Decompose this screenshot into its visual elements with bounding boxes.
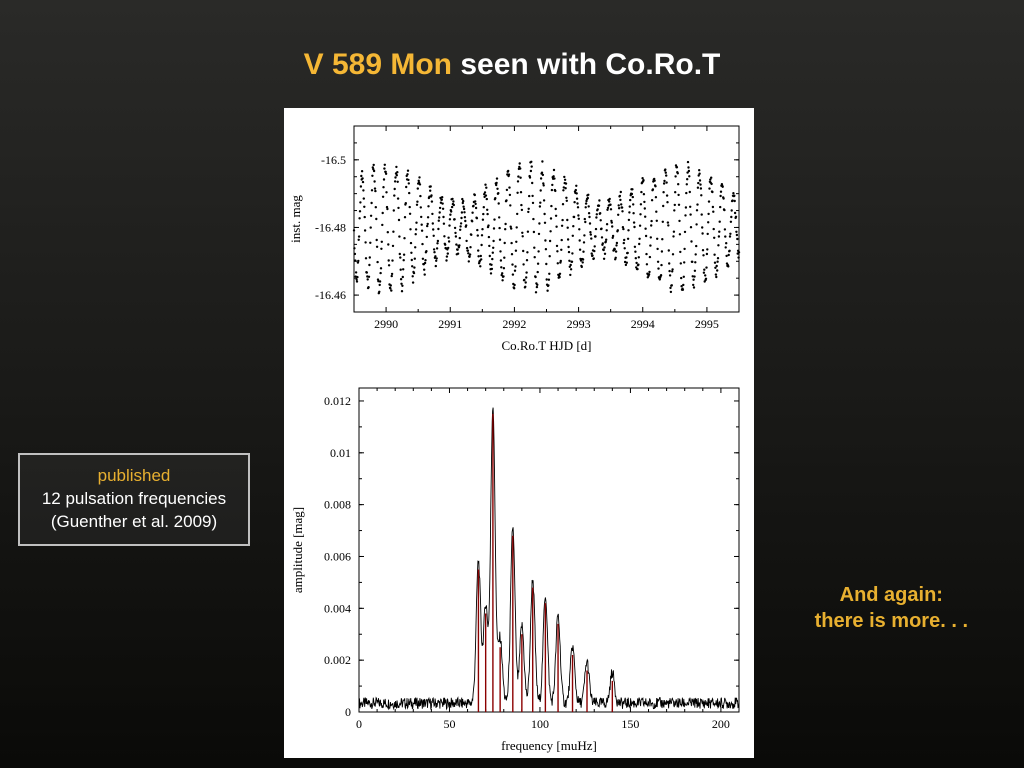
svg-text:0: 0 bbox=[356, 717, 362, 731]
lightcurve-svg: 2990 2991 2992 2993 2994 2995 -16.5 -16.48 -16.4… bbox=[284, 108, 754, 358]
svg-text:-16.48: -16.48 bbox=[315, 220, 346, 234]
spectrum-chart: 0 50 100 150 200 0 0.002 0.004 0.006 0.008 0.01 0.0… bbox=[284, 378, 754, 758]
slide-title: V 589 Mon seen with Co.Ro.T bbox=[304, 48, 721, 82]
svg-text:2992: 2992 bbox=[502, 317, 526, 331]
callout-line1: published bbox=[28, 465, 240, 488]
svg-text:100: 100 bbox=[531, 717, 549, 731]
lightcurve-chart: 2990 2991 2992 2993 2994 2995 -16.5 -16.48 -16.4… bbox=[284, 108, 754, 358]
side-line1: And again: bbox=[815, 582, 968, 608]
svg-text:0.004: 0.004 bbox=[324, 601, 351, 615]
svg-text:2995: 2995 bbox=[695, 317, 719, 331]
svg-text:-16.46: -16.46 bbox=[315, 288, 346, 302]
svg-text:0.008: 0.008 bbox=[324, 498, 351, 512]
spectrum-svg: 0 50 100 150 200 0 0.002 0.004 0.006 0.008 0.01 0.0… bbox=[284, 378, 754, 758]
svg-text:0.01: 0.01 bbox=[330, 446, 351, 460]
side-line2: there is more. . . bbox=[815, 608, 968, 634]
svg-text:-16.5: -16.5 bbox=[321, 153, 346, 167]
callout-line3: (Guenther et al. 2009) bbox=[28, 511, 240, 534]
svg-text:0.002: 0.002 bbox=[324, 653, 351, 667]
callout-box: published 12 pulsation frequencies (Guen… bbox=[18, 453, 250, 546]
svg-text:amplitude [mag]: amplitude [mag] bbox=[290, 507, 305, 593]
svg-text:200: 200 bbox=[712, 717, 730, 731]
svg-text:0: 0 bbox=[345, 705, 351, 719]
title-highlight: V 589 Mon bbox=[304, 48, 452, 81]
svg-text:Co.Ro.T HJD [d]: Co.Ro.T HJD [d] bbox=[501, 338, 591, 353]
svg-text:2991: 2991 bbox=[438, 317, 462, 331]
svg-text:0.006: 0.006 bbox=[324, 549, 351, 563]
svg-text:2994: 2994 bbox=[631, 317, 655, 331]
side-annotation: And again: there is more. . . bbox=[815, 582, 968, 634]
svg-text:frequency [muHz]: frequency [muHz] bbox=[501, 738, 597, 753]
svg-text:150: 150 bbox=[621, 717, 639, 731]
svg-text:inst. mag: inst. mag bbox=[288, 195, 303, 243]
title-rest: seen with Co.Ro.T bbox=[452, 48, 720, 81]
svg-text:2990: 2990 bbox=[374, 317, 398, 331]
callout-line2: 12 pulsation frequencies bbox=[28, 488, 240, 511]
svg-text:2993: 2993 bbox=[567, 317, 591, 331]
svg-text:50: 50 bbox=[443, 717, 455, 731]
svg-text:0.012: 0.012 bbox=[324, 394, 351, 408]
charts-panel: 2990 2991 2992 2993 2994 2995 -16.5 -16.48 -16.4… bbox=[284, 108, 754, 758]
